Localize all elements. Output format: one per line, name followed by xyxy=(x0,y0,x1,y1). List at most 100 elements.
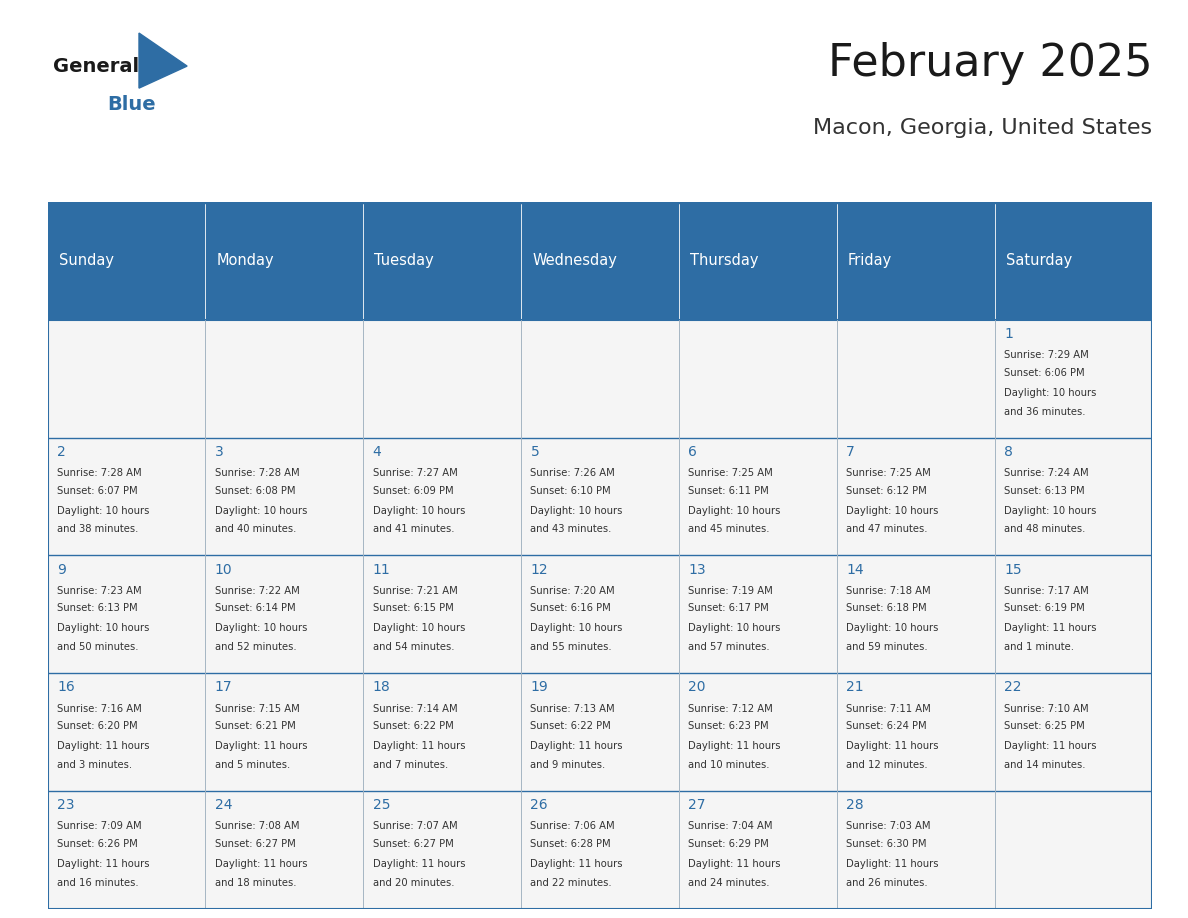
Text: Daylight: 11 hours: Daylight: 11 hours xyxy=(373,859,466,869)
Text: Sunset: 6:28 PM: Sunset: 6:28 PM xyxy=(531,839,611,849)
Text: Daylight: 10 hours: Daylight: 10 hours xyxy=(373,506,465,516)
Text: and 43 minutes.: and 43 minutes. xyxy=(531,524,612,534)
Text: Sunset: 6:10 PM: Sunset: 6:10 PM xyxy=(531,486,611,496)
Text: Daylight: 10 hours: Daylight: 10 hours xyxy=(688,623,781,633)
Text: and 10 minutes.: and 10 minutes. xyxy=(688,760,770,770)
Bar xyxy=(678,438,836,555)
Text: 28: 28 xyxy=(846,798,864,812)
Text: and 40 minutes.: and 40 minutes. xyxy=(215,524,296,534)
Text: and 12 minutes.: and 12 minutes. xyxy=(846,760,928,770)
Bar xyxy=(994,555,1152,673)
Text: Sunrise: 7:12 AM: Sunrise: 7:12 AM xyxy=(688,703,773,713)
Bar xyxy=(522,673,678,791)
Text: and 20 minutes.: and 20 minutes. xyxy=(373,878,454,888)
Text: Daylight: 11 hours: Daylight: 11 hours xyxy=(57,741,150,751)
Text: Sunset: 6:25 PM: Sunset: 6:25 PM xyxy=(1004,722,1085,732)
Text: Sunset: 6:12 PM: Sunset: 6:12 PM xyxy=(846,486,927,496)
Text: 16: 16 xyxy=(57,680,75,694)
Bar xyxy=(836,319,994,438)
Text: 14: 14 xyxy=(846,563,864,577)
Text: Sunrise: 7:11 AM: Sunrise: 7:11 AM xyxy=(846,703,931,713)
Bar xyxy=(206,791,364,909)
Text: and 22 minutes.: and 22 minutes. xyxy=(531,878,612,888)
Bar xyxy=(678,202,836,319)
Bar xyxy=(48,791,206,909)
Bar xyxy=(364,791,522,909)
Text: Sunrise: 7:25 AM: Sunrise: 7:25 AM xyxy=(688,468,773,478)
Text: Sunrise: 7:15 AM: Sunrise: 7:15 AM xyxy=(215,703,299,713)
Text: 17: 17 xyxy=(215,680,233,694)
Text: Sunrise: 7:19 AM: Sunrise: 7:19 AM xyxy=(688,586,773,596)
Bar xyxy=(678,791,836,909)
Bar xyxy=(206,319,364,438)
Bar xyxy=(836,438,994,555)
Text: Daylight: 11 hours: Daylight: 11 hours xyxy=(688,859,781,869)
Text: 27: 27 xyxy=(688,798,706,812)
Text: 9: 9 xyxy=(57,563,65,577)
Text: General: General xyxy=(53,57,139,75)
Bar xyxy=(48,555,206,673)
Bar xyxy=(48,438,206,555)
Text: Sunrise: 7:07 AM: Sunrise: 7:07 AM xyxy=(373,822,457,832)
Text: Daylight: 11 hours: Daylight: 11 hours xyxy=(531,859,623,869)
Text: Wednesday: Wednesday xyxy=(532,253,617,268)
Text: Sunrise: 7:28 AM: Sunrise: 7:28 AM xyxy=(57,468,141,478)
Text: 10: 10 xyxy=(215,563,233,577)
Text: and 54 minutes.: and 54 minutes. xyxy=(373,643,454,653)
Text: Sunrise: 7:04 AM: Sunrise: 7:04 AM xyxy=(688,822,773,832)
Text: Sunrise: 7:26 AM: Sunrise: 7:26 AM xyxy=(531,468,615,478)
Text: Sunrise: 7:25 AM: Sunrise: 7:25 AM xyxy=(846,468,931,478)
Text: 2: 2 xyxy=(57,444,65,459)
Text: 19: 19 xyxy=(531,680,548,694)
Text: 24: 24 xyxy=(215,798,233,812)
Text: and 5 minutes.: and 5 minutes. xyxy=(215,760,290,770)
Bar xyxy=(994,673,1152,791)
Bar xyxy=(522,791,678,909)
Text: and 57 minutes.: and 57 minutes. xyxy=(688,643,770,653)
Text: Daylight: 10 hours: Daylight: 10 hours xyxy=(688,506,781,516)
Text: Sunset: 6:14 PM: Sunset: 6:14 PM xyxy=(215,603,296,613)
Text: Sunset: 6:19 PM: Sunset: 6:19 PM xyxy=(1004,603,1085,613)
Text: 7: 7 xyxy=(846,444,855,459)
Text: Macon, Georgia, United States: Macon, Georgia, United States xyxy=(814,118,1152,138)
Text: and 50 minutes.: and 50 minutes. xyxy=(57,643,139,653)
Bar xyxy=(678,555,836,673)
Text: Daylight: 11 hours: Daylight: 11 hours xyxy=(846,859,939,869)
Text: 12: 12 xyxy=(531,563,548,577)
Text: February 2025: February 2025 xyxy=(828,42,1152,85)
Text: and 59 minutes.: and 59 minutes. xyxy=(846,643,928,653)
Text: Daylight: 11 hours: Daylight: 11 hours xyxy=(57,859,150,869)
Text: Daylight: 10 hours: Daylight: 10 hours xyxy=(373,623,465,633)
Text: Sunset: 6:20 PM: Sunset: 6:20 PM xyxy=(57,722,138,732)
Bar xyxy=(994,791,1152,909)
Bar xyxy=(994,202,1152,319)
Text: Daylight: 11 hours: Daylight: 11 hours xyxy=(215,741,308,751)
Text: 6: 6 xyxy=(688,444,697,459)
Text: Sunset: 6:30 PM: Sunset: 6:30 PM xyxy=(846,839,927,849)
Text: Sunrise: 7:28 AM: Sunrise: 7:28 AM xyxy=(215,468,299,478)
Text: Sunrise: 7:17 AM: Sunrise: 7:17 AM xyxy=(1004,586,1088,596)
Text: and 36 minutes.: and 36 minutes. xyxy=(1004,407,1086,417)
Text: 1: 1 xyxy=(1004,327,1013,341)
Text: Sunrise: 7:23 AM: Sunrise: 7:23 AM xyxy=(57,586,141,596)
Text: and 47 minutes.: and 47 minutes. xyxy=(846,524,928,534)
Text: and 48 minutes.: and 48 minutes. xyxy=(1004,524,1086,534)
Bar xyxy=(364,555,522,673)
Text: 15: 15 xyxy=(1004,563,1022,577)
Text: Sunrise: 7:03 AM: Sunrise: 7:03 AM xyxy=(846,822,930,832)
Text: Daylight: 10 hours: Daylight: 10 hours xyxy=(846,623,939,633)
Text: Sunset: 6:22 PM: Sunset: 6:22 PM xyxy=(531,722,612,732)
Text: and 52 minutes.: and 52 minutes. xyxy=(215,643,297,653)
Text: and 16 minutes.: and 16 minutes. xyxy=(57,878,139,888)
Text: Sunrise: 7:21 AM: Sunrise: 7:21 AM xyxy=(373,586,457,596)
Bar xyxy=(678,319,836,438)
Text: Sunset: 6:08 PM: Sunset: 6:08 PM xyxy=(215,486,296,496)
Text: and 9 minutes.: and 9 minutes. xyxy=(531,760,606,770)
Text: 8: 8 xyxy=(1004,444,1013,459)
Text: and 7 minutes.: and 7 minutes. xyxy=(373,760,448,770)
Text: and 14 minutes.: and 14 minutes. xyxy=(1004,760,1086,770)
Text: Sunrise: 7:16 AM: Sunrise: 7:16 AM xyxy=(57,703,141,713)
Text: Daylight: 10 hours: Daylight: 10 hours xyxy=(846,506,939,516)
Text: 11: 11 xyxy=(373,563,391,577)
Text: Tuesday: Tuesday xyxy=(374,253,434,268)
